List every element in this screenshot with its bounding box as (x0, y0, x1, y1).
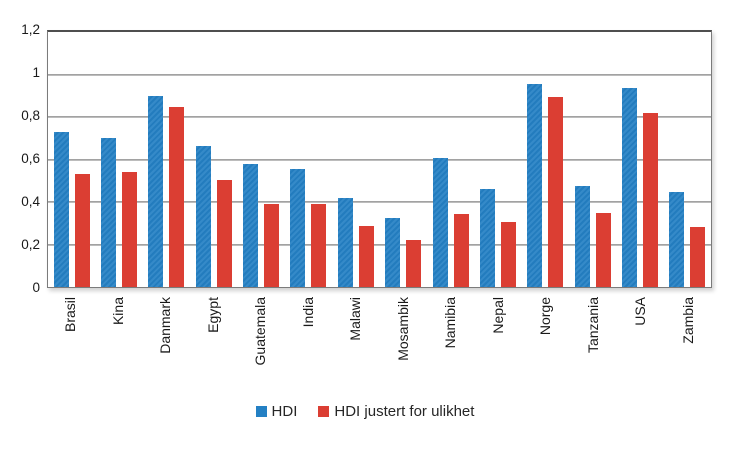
bar-hdi-justert-for-ulikhet-mosambik (406, 240, 422, 287)
bar-hdi-zambia (669, 191, 685, 287)
legend-item-hdi: HDI (255, 403, 298, 420)
x-label-cell-egypt: Egypt (190, 297, 238, 392)
legend: HDI HDI justert for ulikhet (0, 403, 730, 420)
x-label-cell-mosambik: Mosambik (380, 297, 428, 392)
x-label-cell-norge: Norge (522, 297, 570, 392)
bar-hdi-justert-for-ulikhet-malawi (358, 226, 374, 287)
bar-group-india (285, 32, 332, 287)
gridline (48, 73, 711, 76)
x-label-cell-kina: Kina (95, 297, 143, 392)
y-tick-label: 0,8 (21, 107, 40, 123)
bar-hdi-justert-for-ulikhet-kina (122, 171, 138, 287)
bar-hdi-justert-for-ulikhet-nepal (500, 222, 516, 287)
gridline (48, 201, 711, 203)
bar-hdi-guatemala (243, 163, 259, 287)
gridline (48, 116, 711, 118)
plot-area (47, 30, 712, 288)
bar-group-tanzania (569, 32, 616, 287)
bar-hdi-kina (101, 138, 117, 287)
bars-row (48, 32, 711, 287)
bar-hdi-justert-for-ulikhet-danmark (169, 107, 185, 287)
bar-group-norge (522, 32, 569, 287)
bar-hdi-justert-for-ulikhet-zambia (690, 226, 706, 287)
gridline (48, 243, 711, 246)
y-tick-label: 0 (32, 280, 40, 295)
bar-hdi-tanzania (574, 185, 590, 287)
bar-hdi-egypt (195, 146, 211, 287)
x-label-cell-zambia: Zambia (665, 297, 713, 392)
y-axis: 1,2 1 0,8 0,6 0,4 0,2 0 (0, 22, 40, 295)
x-axis-label: USA (632, 297, 649, 326)
x-label-cell-india: India (285, 297, 333, 392)
bar-group-guatemala (237, 32, 284, 287)
x-axis-label: Namibia (442, 297, 459, 349)
y-tick-label: 0,4 (21, 193, 40, 209)
y-tick-label: 1 (32, 64, 40, 80)
x-axis-label: Zambia (679, 297, 696, 344)
bar-group-namibia (427, 32, 474, 287)
x-axis-label: Norge (537, 297, 554, 336)
y-tick-label: 0,6 (21, 151, 40, 166)
x-axis-label: Brasil (62, 297, 79, 333)
x-axis-label: Guatemala (252, 297, 269, 366)
x-axis-label: India (299, 297, 316, 328)
bar-hdi-justert-for-ulikhet-namibia (453, 213, 469, 287)
x-label-cell-malawi: Malawi (332, 297, 380, 392)
bar-hdi-malawi (337, 198, 353, 287)
x-axis-label: Nepal (489, 297, 506, 334)
y-tick-label: 0,2 (21, 237, 40, 252)
bar-hdi-justert-for-ulikhet-egypt (216, 180, 232, 287)
bar-group-mosambik (380, 32, 427, 287)
legend-swatch-hdi-justert-for-ulikhet-icon (318, 406, 330, 417)
legend-item-hdi-justert-for-ulikhet: HDI justert for ulikhet (318, 403, 474, 420)
bar-hdi-brasil (53, 131, 69, 287)
bar-group-kina (95, 32, 142, 287)
bar-group-danmark (143, 32, 190, 287)
x-axis-label: Kina (109, 297, 126, 326)
bar-hdi-justert-for-ulikhet-brasil (74, 174, 90, 287)
bar-group-brasil (48, 32, 95, 287)
x-label-cell-brasil: Brasil (47, 297, 95, 392)
y-tick-label: 1,2 (21, 22, 40, 37)
bar-hdi-justert-for-ulikhet-tanzania (595, 213, 611, 287)
x-axis-label: Egypt (204, 297, 221, 333)
bar-hdi-justert-for-ulikhet-guatemala (264, 204, 280, 287)
legend-swatch-hdi-icon (255, 406, 267, 417)
bar-hdi-namibia (432, 157, 448, 287)
bar-hdi-usa (621, 87, 637, 287)
bar-hdi-india (290, 169, 306, 287)
bar-group-egypt (190, 32, 237, 287)
bar-group-usa (616, 32, 663, 287)
x-label-cell-danmark: Danmark (142, 297, 190, 392)
bar-hdi-mosambik (385, 217, 401, 287)
legend-label: HDI (271, 403, 298, 420)
x-label-cell-nepal: Nepal (475, 297, 523, 392)
bar-hdi-nepal (479, 188, 495, 287)
gridline (48, 158, 711, 161)
x-label-cell-usa: USA (617, 297, 665, 392)
bar-hdi-justert-for-ulikhet-india (311, 203, 327, 287)
x-label-cell-tanzania: Tanzania (570, 297, 618, 392)
x-label-cell-guatemala: Guatemala (237, 297, 285, 392)
bar-hdi-danmark (148, 95, 164, 287)
bar-hdi-norge (527, 84, 543, 287)
x-label-cell-namibia: Namibia (427, 297, 475, 392)
bar-hdi-justert-for-ulikhet-usa (642, 112, 658, 287)
x-axis-label: Danmark (157, 297, 174, 354)
legend-label: HDI justert for ulikhet (334, 403, 475, 420)
x-axis-label: Tanzania (584, 297, 601, 354)
bar-hdi-justert-for-ulikhet-norge (548, 97, 564, 287)
bar-group-malawi (332, 32, 379, 287)
bar-group-zambia (664, 32, 711, 287)
bar-group-nepal (474, 32, 521, 287)
x-axis-label: Mosambik (394, 297, 411, 361)
x-axis-labels: Brasil Kina Danmark Egypt Guatemala India Mala… (47, 297, 712, 392)
x-axis-label: Malawi (347, 297, 364, 341)
